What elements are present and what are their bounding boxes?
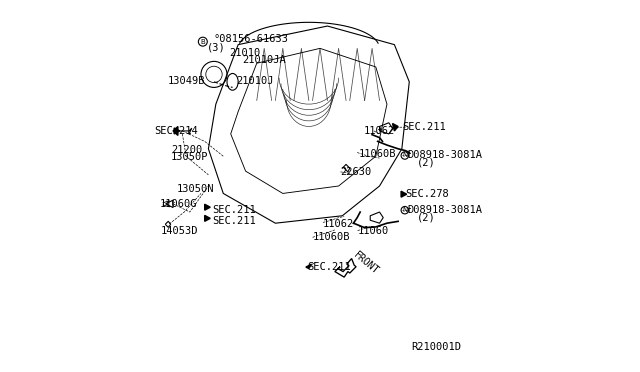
Text: 14053D: 14053D — [161, 227, 198, 236]
Text: SEC.211: SEC.211 — [307, 262, 351, 272]
Text: 11060G: 11060G — [159, 199, 196, 209]
Text: 13050P: 13050P — [172, 152, 209, 162]
Text: FRONT: FRONT — [351, 250, 381, 277]
Polygon shape — [173, 126, 178, 135]
Text: SEC.211: SEC.211 — [212, 216, 256, 225]
Text: 13050N: 13050N — [177, 184, 214, 194]
Text: N: N — [402, 153, 408, 158]
Text: 21010: 21010 — [229, 48, 260, 58]
Polygon shape — [392, 124, 398, 131]
Polygon shape — [306, 264, 312, 269]
Text: B: B — [200, 39, 205, 45]
Text: (2): (2) — [417, 158, 435, 168]
Text: 13049B: 13049B — [168, 76, 205, 86]
Text: 11062: 11062 — [323, 219, 354, 229]
Text: Ð08918-3081A: Ð08918-3081A — [408, 151, 483, 160]
Text: Ð08918-3081A: Ð08918-3081A — [408, 205, 483, 215]
Text: 11060B: 11060B — [312, 232, 350, 242]
Text: 21200: 21200 — [172, 145, 202, 154]
Text: °08156-61633: °08156-61633 — [214, 34, 289, 44]
Text: 11060: 11060 — [358, 226, 389, 235]
Text: 11060B: 11060B — [358, 150, 396, 159]
Text: 22630: 22630 — [340, 167, 372, 177]
Text: (2): (2) — [417, 213, 435, 222]
Polygon shape — [205, 215, 211, 221]
Text: SEC.278: SEC.278 — [406, 189, 449, 199]
Text: N: N — [402, 207, 408, 213]
Text: 11062: 11062 — [364, 126, 395, 136]
Text: R210001D: R210001D — [412, 341, 461, 352]
Polygon shape — [174, 128, 180, 134]
Text: SEC.214: SEC.214 — [154, 126, 198, 136]
Polygon shape — [205, 204, 211, 210]
Text: SEC.211: SEC.211 — [212, 205, 256, 215]
Polygon shape — [401, 191, 406, 197]
Text: (3): (3) — [207, 43, 225, 52]
Text: 21010JA: 21010JA — [242, 55, 285, 65]
Text: SEC.211: SEC.211 — [402, 122, 445, 132]
Text: 21010J: 21010J — [236, 76, 274, 86]
